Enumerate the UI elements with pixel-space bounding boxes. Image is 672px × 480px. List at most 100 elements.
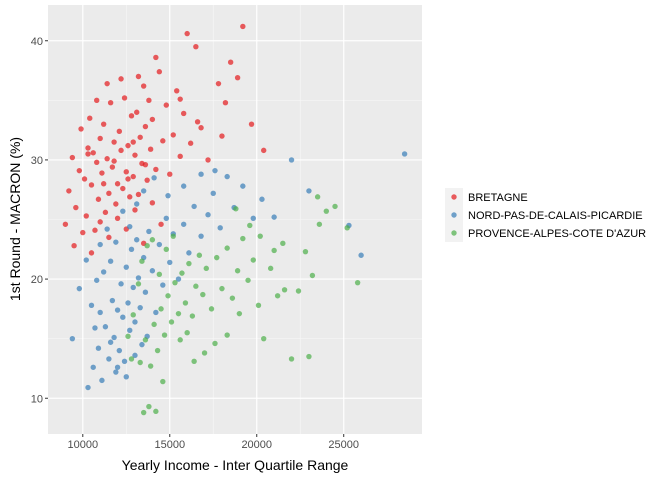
- data-point: [88, 302, 95, 308]
- data-point: [257, 233, 263, 239]
- data-point: [73, 204, 79, 211]
- legend-marker: [451, 194, 457, 200]
- data-point: [149, 200, 156, 206]
- data-point: [121, 358, 128, 365]
- data-point: [120, 314, 126, 320]
- data-point: [198, 171, 204, 177]
- data-point: [179, 270, 185, 276]
- data-point: [118, 147, 124, 154]
- data-point: [127, 223, 133, 230]
- y-tick-label: 30: [31, 155, 43, 167]
- data-point: [250, 257, 256, 263]
- data-point: [114, 181, 121, 187]
- data-point: [203, 265, 209, 272]
- data-point: [344, 225, 350, 231]
- data-point: [113, 369, 119, 375]
- data-point: [90, 364, 96, 370]
- data-point: [168, 319, 175, 325]
- data-point: [140, 83, 147, 89]
- data-point: [85, 145, 91, 151]
- data-point: [212, 167, 218, 174]
- data-point: [250, 215, 256, 222]
- data-point: [142, 289, 149, 295]
- data-point: [255, 302, 262, 308]
- data-point: [99, 170, 105, 176]
- data-point: [180, 221, 187, 227]
- y-tick-label: 20: [31, 274, 43, 286]
- data-point: [83, 257, 89, 263]
- data-point: [205, 157, 211, 163]
- data-point: [99, 377, 105, 384]
- data-point: [198, 233, 204, 239]
- data-point: [97, 219, 103, 225]
- data-point: [163, 215, 169, 222]
- data-point: [146, 97, 152, 104]
- data-point: [240, 235, 246, 242]
- data-point: [208, 306, 215, 312]
- data-point: [234, 74, 241, 81]
- data-point: [140, 409, 147, 416]
- data-point: [116, 347, 123, 354]
- data-point: [139, 341, 145, 348]
- data-point: [149, 237, 156, 243]
- data-point: [219, 285, 225, 292]
- data-point: [196, 252, 203, 258]
- data-point: [234, 268, 241, 274]
- data-point: [104, 80, 110, 87]
- data-point: [100, 181, 107, 187]
- data-point: [109, 297, 116, 304]
- data-point: [128, 356, 135, 362]
- data-point: [118, 281, 124, 287]
- data-point: [88, 182, 95, 188]
- x-tick-label: 20000: [241, 439, 272, 451]
- data-point: [132, 207, 138, 213]
- data-point: [142, 161, 149, 168]
- data-point: [94, 277, 100, 283]
- data-point: [163, 246, 169, 252]
- data-point: [111, 139, 117, 145]
- data-point: [147, 363, 154, 369]
- data-point: [130, 173, 136, 180]
- x-axis-title: Yearly Income - Inter Quartile Range: [122, 457, 349, 473]
- data-point: [85, 151, 91, 157]
- data-point: [76, 285, 83, 292]
- data-point: [323, 208, 330, 214]
- data-point: [97, 135, 103, 142]
- data-point: [153, 54, 159, 61]
- data-point: [113, 239, 119, 245]
- data-point: [180, 183, 187, 189]
- data-point: [135, 281, 142, 287]
- data-point: [113, 201, 119, 207]
- data-point: [189, 313, 196, 319]
- data-point: [139, 258, 145, 264]
- data-point: [222, 100, 229, 106]
- data-point: [161, 332, 168, 338]
- data-point: [120, 185, 126, 192]
- data-point: [306, 353, 312, 360]
- data-point: [160, 282, 166, 288]
- data-point: [125, 300, 131, 306]
- data-point: [151, 321, 157, 328]
- data-point: [174, 88, 180, 94]
- data-point: [288, 356, 295, 362]
- data-point: [66, 188, 72, 194]
- data-point: [281, 287, 288, 293]
- data-point: [118, 76, 124, 82]
- data-point: [94, 159, 100, 165]
- data-point: [81, 176, 88, 182]
- data-point: [245, 277, 251, 283]
- data-point: [123, 374, 129, 380]
- data-point: [194, 119, 201, 125]
- data-point: [156, 271, 163, 278]
- data-point: [123, 264, 129, 270]
- data-point: [271, 247, 277, 254]
- data-point: [100, 269, 107, 275]
- data-point: [104, 156, 110, 162]
- data-point: [215, 80, 222, 87]
- legend: BRETAGNE NORD-PAS-DE-CALAIS-PICARDIE PROVE…: [445, 188, 646, 242]
- data-point: [144, 177, 150, 183]
- data-point: [114, 307, 121, 313]
- x-tick-label: 10000: [67, 439, 98, 451]
- data-point: [156, 241, 163, 248]
- data-point: [97, 241, 103, 248]
